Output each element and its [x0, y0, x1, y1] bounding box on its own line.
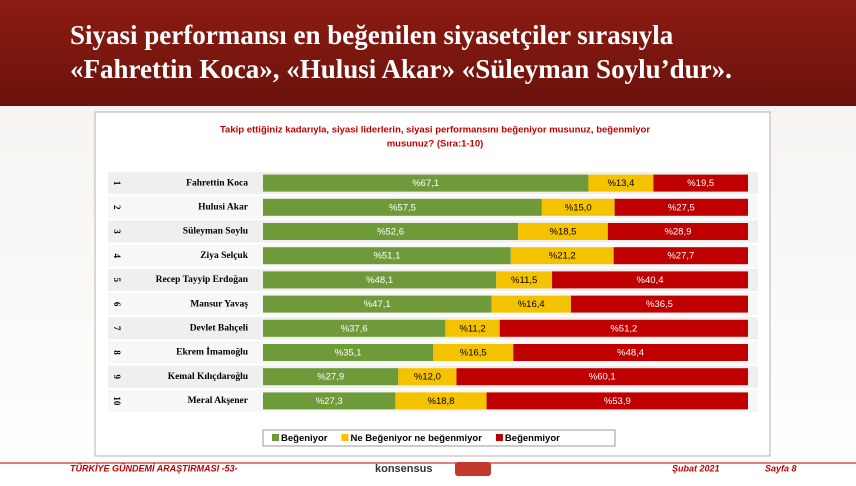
rank-label: 10: [112, 396, 122, 406]
bar-segment: [513, 344, 748, 361]
rank-label: 9: [112, 374, 122, 379]
bar-segment: [263, 247, 511, 265]
rank-label: 2: [112, 205, 122, 210]
bar-segment: [510, 247, 614, 265]
bar-segment: [570, 295, 748, 313]
category-label: Devlet Bahçeli: [190, 323, 249, 333]
value-label: %18,8: [428, 396, 455, 407]
value-label: %48,1: [366, 275, 393, 286]
bar-segment: [263, 223, 519, 240]
bar-segment: [263, 392, 396, 410]
legend-swatch: [272, 434, 279, 441]
value-label: %11,5: [511, 275, 537, 286]
legend-label: Beğeniyor: [281, 433, 328, 444]
value-label: %53,9: [604, 396, 631, 407]
value-label: %15,0: [565, 202, 592, 213]
value-label: %21,2: [549, 251, 576, 262]
legend-label: Ne Beğeniyor ne beğenmiyor: [350, 433, 482, 444]
bar-segment: [456, 368, 748, 386]
bar-segment: [263, 295, 492, 313]
chart-title: Takip ettiğiniz kadarıyla, siyasi liderl…: [220, 125, 650, 136]
value-label: %40,4: [637, 275, 664, 286]
bar-segment: [496, 271, 553, 289]
value-label: %19,5: [687, 178, 714, 189]
bar-segment: [499, 319, 748, 337]
slide-title: «Fahrettin Koca», «Hulusi Akar» «Süleyma…: [70, 54, 732, 84]
bar-segment: [552, 271, 748, 289]
footer-date: Şubat 2021: [672, 463, 720, 473]
value-label: %48,4: [617, 348, 644, 359]
category-label: Süleyman Soylu: [183, 227, 249, 237]
bar-segment: [614, 198, 748, 216]
footer-left: TÜRKİYE GÜNDEMİ ARAŞTIRMASI -53-: [70, 463, 238, 473]
value-label: %12,0: [414, 372, 441, 383]
category-label: Ziya Selçuk: [200, 251, 248, 261]
value-label: %37,6: [341, 323, 368, 334]
bar-segment: [263, 368, 399, 386]
bar-segment: [518, 223, 608, 240]
bar-segment: [607, 223, 748, 240]
value-label: %27,3: [316, 396, 343, 407]
value-label: %11,2: [459, 323, 485, 334]
logo-badge: [455, 462, 491, 476]
bar-segment: [263, 174, 589, 192]
category-label: Recep Tayyip Erdoğan: [156, 275, 249, 285]
value-label: %16,4: [518, 299, 545, 310]
bar-segment: [588, 174, 654, 192]
bar-segment: [263, 198, 542, 216]
footer-page: Sayfa 8: [765, 463, 797, 473]
bar-segment: [491, 295, 571, 313]
value-label: %57,5: [389, 202, 416, 213]
value-label: %27,5: [668, 202, 695, 213]
rank-label: 4: [112, 253, 122, 258]
rank-label: 1: [112, 181, 122, 186]
bar-segment: [263, 344, 434, 361]
rank-label: 7: [112, 326, 122, 331]
value-label: %36,5: [646, 299, 673, 310]
category-label: Meral Akşener: [188, 396, 249, 406]
bar-segment: [433, 344, 514, 361]
bar-segment: [263, 271, 497, 289]
value-label: %67,1: [412, 178, 439, 189]
value-label: %51,2: [610, 323, 637, 334]
category-label: Ekrem İmamoğlu: [176, 346, 249, 358]
category-label: Kemal Kılıçdaroğlu: [168, 372, 249, 382]
rank-label: 6: [112, 302, 122, 307]
value-label: %47,1: [364, 299, 391, 310]
bar-segment: [263, 319, 446, 337]
category-label: Fahrettin Koca: [186, 178, 248, 188]
value-label: %13,4: [607, 178, 634, 189]
legend-swatch: [341, 434, 349, 441]
slide-title: Siyasi performansı en beğenilen siyasetç…: [70, 20, 674, 50]
bar-segment: [395, 392, 487, 410]
bar-segment: [445, 319, 500, 337]
bar-segment: [398, 368, 457, 386]
value-label: %27,9: [317, 372, 344, 383]
rank-label: 3: [112, 229, 122, 234]
legend-label: Beğenmiyor: [505, 433, 560, 444]
logo: konsensus: [375, 463, 432, 475]
value-label: %18,5: [550, 227, 577, 238]
value-label: %51,1: [373, 251, 400, 262]
bar-segment: [613, 247, 748, 265]
category-label: Mansur Yavaş: [190, 299, 248, 309]
value-label: %35,1: [335, 348, 362, 359]
bar-segment: [653, 174, 748, 192]
legend-swatch: [495, 434, 503, 441]
rank-label: 5: [112, 278, 122, 283]
value-label: %16,5: [460, 348, 487, 359]
value-label: %27,7: [667, 251, 694, 262]
banner: [0, 0, 856, 106]
value-label: %52,6: [377, 227, 404, 238]
rank-label: 8: [112, 350, 122, 355]
category-label: Hulusi Akar: [198, 202, 249, 212]
value-label: %28,9: [664, 227, 691, 238]
value-label: %60,1: [589, 372, 616, 383]
bar-segment: [486, 392, 748, 410]
chart-title: musunuz? (Sıra:1-10): [387, 139, 484, 150]
bar-segment: [541, 198, 615, 216]
legend-frame: [262, 429, 616, 447]
